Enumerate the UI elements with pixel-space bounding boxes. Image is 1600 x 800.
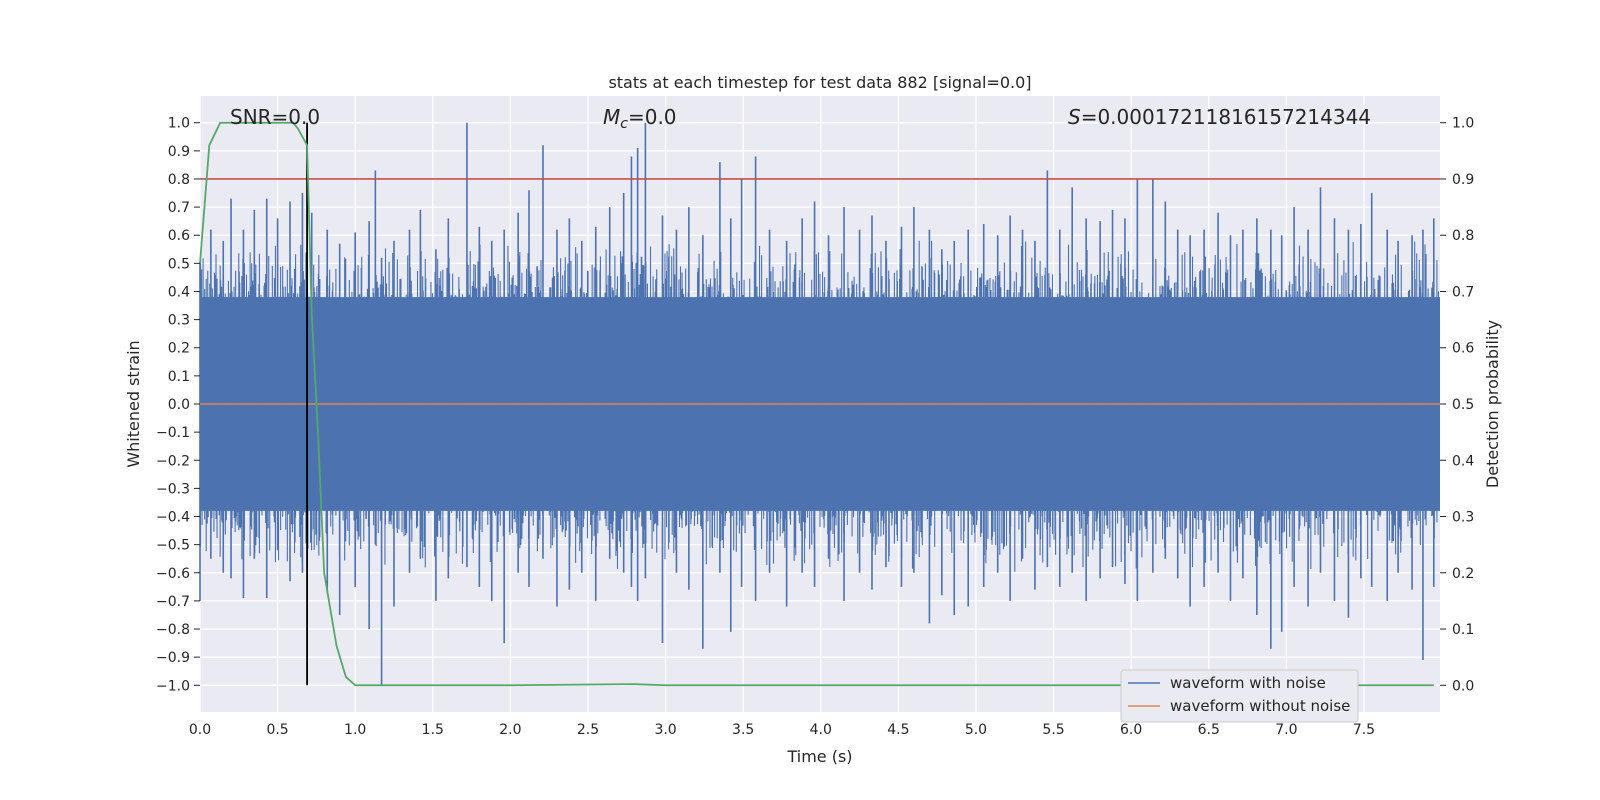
y-tick-label: 0.6 [168,228,190,244]
x-tick-label: 5.5 [1042,722,1064,738]
x-tick-label: 2.0 [499,722,521,738]
y2-tick-label: 0.1 [1452,622,1474,638]
s-annotation: S=0.00017211816157214344 [1068,105,1371,129]
x-axis: 0.0 0.5 1.0 1.5 2.0 2.5 3.0 3.5 4.0 4.5 5.0 5.5 6.0 6… [189,722,1375,738]
mc-annotation: Mc=0.0 [603,105,677,132]
x-tick-label: 0.5 [266,722,288,738]
y-tick-label: 0.4 [168,284,190,300]
y2-tick-label: 0.8 [1452,228,1474,244]
y2-tick-label: 0.6 [1452,341,1474,357]
y-tick-label: −0.1 [156,425,190,441]
y-tick-label: −0.6 [156,566,190,582]
y-axis-left: −1.0 −0.9 −0.8 −0.7 −0.6 −0.5 −0.4 −0.3 −0.2 −0.1… [156,116,200,694]
legend-label-clean: waveform without noise [1170,697,1350,715]
y2-tick-label: 0.3 [1452,510,1474,526]
x-tick-label: 0.0 [189,722,211,738]
x-tick-label: 3.5 [732,722,754,738]
x-tick-label: 7.5 [1353,722,1375,738]
x-tick-label: 1.5 [422,722,444,738]
series-detection-probability [199,121,1434,687]
y2-axis-label: Detection probability [1483,320,1502,488]
legend: waveform with noise waveform without noi… [1120,669,1359,723]
x-tick-label: 3.0 [654,722,676,738]
y-tick-label: 0.7 [168,200,190,216]
snr-annotation: SNR=0.0 [230,105,320,129]
y-tick-label: −0.7 [156,594,190,610]
y-tick-label: −1.0 [156,678,190,694]
y-tick-label: 0.8 [168,172,190,188]
x-tick-label: 1.0 [344,722,366,738]
x-tick-label: 4.0 [810,722,832,738]
y-tick-label: −0.4 [156,510,190,526]
y-tick-label: 0.3 [168,313,190,329]
legend-box [1120,669,1359,723]
y2-tick-label: 0.0 [1452,678,1474,694]
y-tick-label: −0.3 [156,481,190,497]
y2-tick-label: 0.9 [1452,172,1474,188]
y-axis-right: 0.0 0.1 0.2 0.3 0.4 0.5 0.6 0.7 0.8 0.9 1.0 [1440,116,1474,694]
y-tick-label: 0.2 [168,341,190,357]
y2-tick-label: 0.4 [1452,453,1474,469]
y-tick-label: −0.5 [156,538,190,554]
y2-tick-label: 0.7 [1452,284,1474,300]
x-tick-label: 6.5 [1198,722,1220,738]
y-tick-label: 0.5 [168,256,190,272]
y2-tick-label: 1.0 [1452,116,1474,132]
y-tick-label: 1.0 [168,116,190,132]
x-tick-label: 6.0 [1120,722,1142,738]
x-axis-label: Time (s) [786,747,852,766]
x-tick-label: 2.5 [577,722,599,738]
y-tick-label: 0.9 [168,144,190,160]
y-tick-label: 0.1 [168,369,190,385]
overlay-lines [199,121,1440,687]
y-tick-label: 0.0 [168,397,190,413]
x-tick-label: 7.0 [1275,722,1297,738]
x-tick-label: 4.5 [887,722,909,738]
y2-tick-label: 0.2 [1452,566,1474,582]
chart-title: stats at each timestep for test data 882… [608,73,1031,92]
y-axis-label: Whitened strain [124,340,143,467]
y-tick-label: −0.9 [156,650,190,666]
legend-label-noise: waveform with noise [1170,674,1326,692]
y-tick-label: −0.2 [156,453,190,469]
x-tick-label: 5.0 [965,722,987,738]
y2-tick-label: 0.5 [1452,397,1474,413]
y-tick-label: −0.8 [156,622,190,638]
